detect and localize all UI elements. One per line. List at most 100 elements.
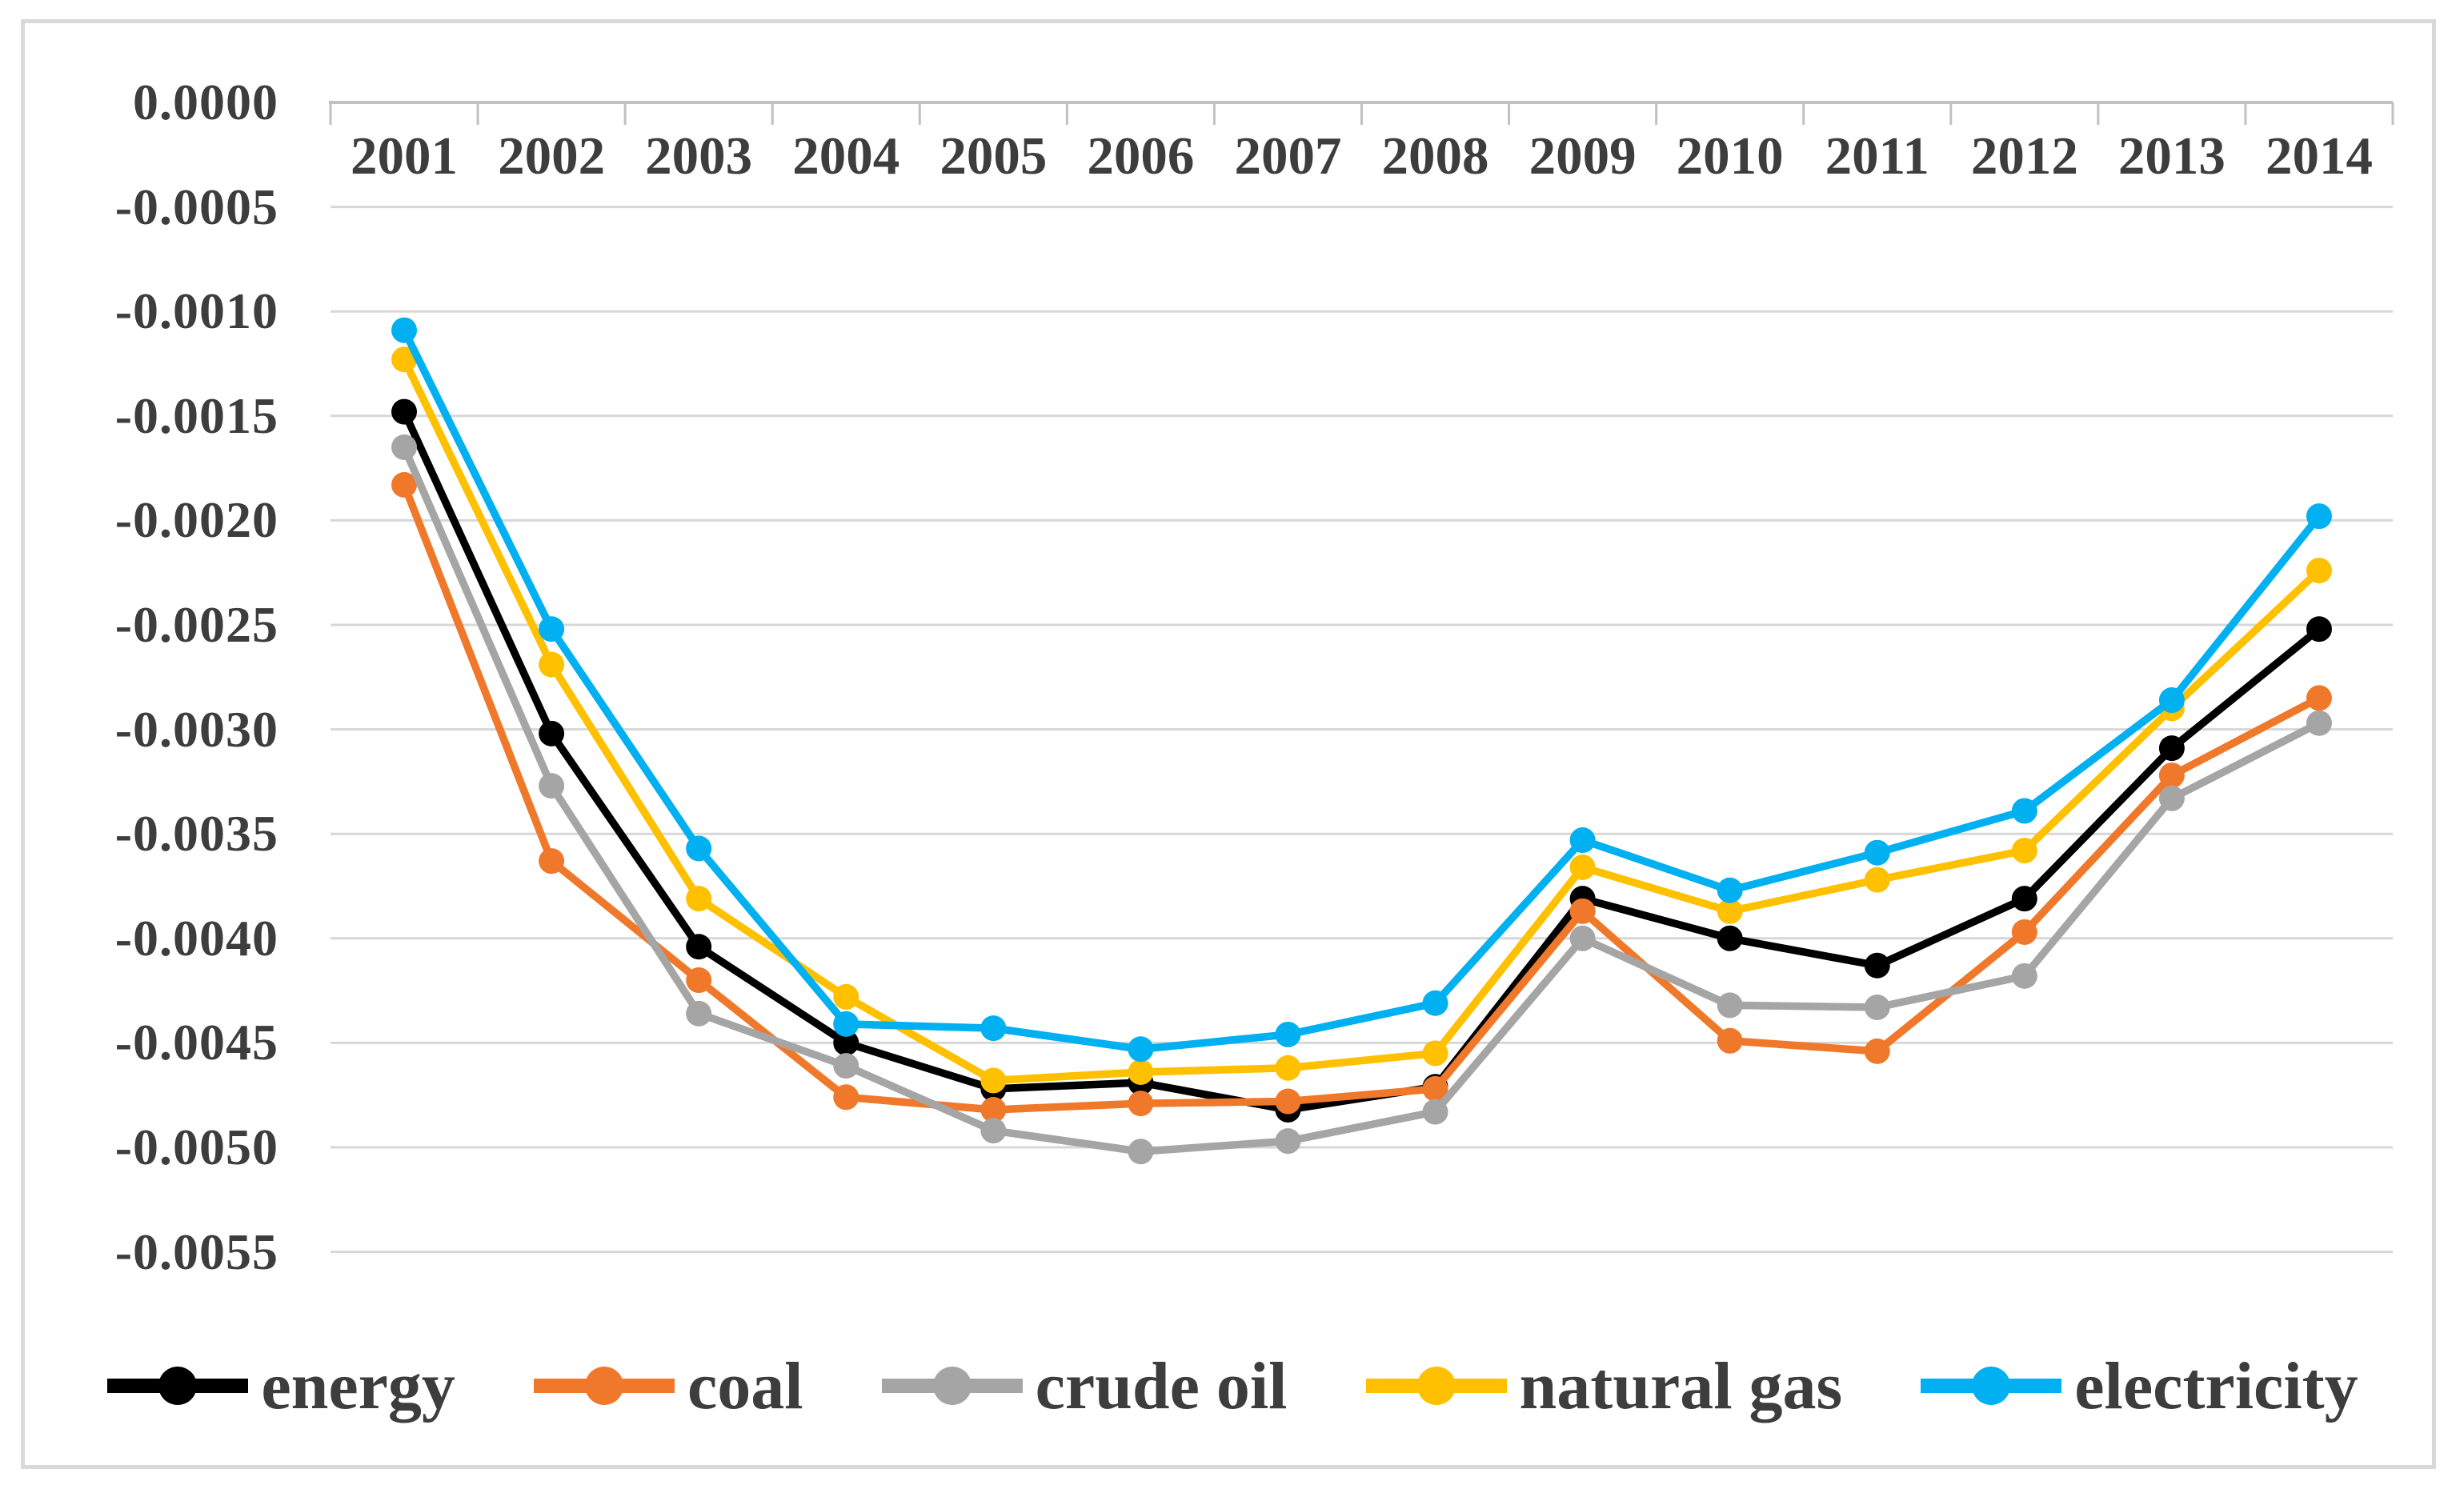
y-axis-label: -0.0020 bbox=[114, 491, 278, 549]
data-point-electricity-2013 bbox=[2158, 687, 2185, 714]
y-axis-label: -0.0030 bbox=[114, 700, 278, 758]
y-axis-label: -0.0015 bbox=[114, 386, 278, 444]
legend-marker-icon bbox=[533, 1367, 675, 1405]
y-axis-label: -0.0005 bbox=[114, 178, 278, 235]
data-point-natural-gas-2007 bbox=[1275, 1055, 1301, 1081]
data-point-electricity-2008 bbox=[1422, 990, 1448, 1016]
y-axis-label: -0.0055 bbox=[114, 1223, 278, 1280]
data-point-natural-gas-2005 bbox=[980, 1067, 1007, 1094]
data-point-electricity-2009 bbox=[1569, 827, 1596, 854]
data-point-crude-oil-2012 bbox=[2011, 963, 2037, 989]
data-point-natural-gas-2001 bbox=[391, 346, 418, 373]
data-point-crude-oil-2010 bbox=[1717, 992, 1743, 1019]
data-point-energy-2002 bbox=[539, 720, 565, 746]
data-point-crude-oil-2005 bbox=[980, 1118, 1007, 1144]
legend-item-crude-oil: crude oil bbox=[880, 1347, 1288, 1425]
data-point-electricity-2011 bbox=[1864, 839, 1890, 866]
data-point-natural-gas-2004 bbox=[833, 983, 859, 1010]
y-axis-label: -0.0035 bbox=[114, 805, 278, 863]
legend-item-energy: energy bbox=[106, 1347, 455, 1425]
data-point-energy-2012 bbox=[2011, 886, 2037, 912]
data-point-crude-oil-2004 bbox=[833, 1053, 859, 1079]
data-point-energy-2001 bbox=[391, 398, 418, 425]
x-axis-label: 2002 bbox=[498, 126, 606, 186]
series-line-electricity bbox=[400, 326, 2323, 1053]
y-axis-label: -0.0010 bbox=[114, 282, 278, 340]
legend-item-electricity: electricity bbox=[1919, 1347, 2358, 1425]
data-point-coal-2010 bbox=[1717, 1027, 1743, 1054]
data-point-natural-gas-2008 bbox=[1422, 1040, 1448, 1067]
data-point-coal-2005 bbox=[980, 1096, 1007, 1123]
data-point-energy-2011 bbox=[1864, 952, 1890, 979]
legend-marker-icon bbox=[1921, 1367, 2062, 1405]
legend-marker-icon bbox=[881, 1367, 1023, 1405]
data-point-energy-2003 bbox=[686, 934, 712, 960]
x-axis-label: 2008 bbox=[1381, 126, 1489, 186]
x-axis-label: 2006 bbox=[1087, 126, 1195, 186]
data-point-crude-oil-2002 bbox=[539, 773, 565, 799]
data-point-coal-2009 bbox=[1569, 898, 1596, 924]
data-point-natural-gas-2003 bbox=[686, 886, 712, 912]
data-point-energy-2014 bbox=[2306, 616, 2332, 642]
x-axis-label: 2005 bbox=[940, 126, 1048, 186]
data-point-energy-2010 bbox=[1717, 925, 1743, 951]
data-point-crude-oil-2014 bbox=[2306, 710, 2332, 736]
data-point-natural-gas-2002 bbox=[539, 651, 565, 678]
legend-marker-icon bbox=[107, 1367, 249, 1405]
data-point-crude-oil-2007 bbox=[1275, 1128, 1301, 1155]
x-axis-label: 2011 bbox=[1825, 126, 1929, 186]
data-point-coal-2001 bbox=[391, 471, 418, 498]
y-axis-label: -0.0045 bbox=[114, 1014, 278, 1071]
data-point-electricity-2005 bbox=[980, 1015, 1007, 1042]
data-point-crude-oil-2006 bbox=[1128, 1139, 1154, 1165]
data-point-electricity-2004 bbox=[833, 1011, 859, 1037]
data-point-natural-gas-2009 bbox=[1569, 854, 1596, 880]
data-point-coal-2004 bbox=[833, 1084, 859, 1111]
data-point-crude-oil-2009 bbox=[1569, 925, 1596, 951]
x-axis-label: 2010 bbox=[1676, 126, 1784, 186]
data-point-coal-2014 bbox=[2306, 685, 2332, 711]
data-point-coal-2008 bbox=[1422, 1075, 1448, 1102]
x-axis-label: 2012 bbox=[1970, 126, 2078, 186]
data-point-electricity-2003 bbox=[686, 835, 712, 862]
x-axis-label: 2007 bbox=[1234, 126, 1342, 186]
legend-label: natural gas bbox=[1519, 1348, 1843, 1423]
x-axis-label: 2013 bbox=[2117, 126, 2226, 186]
data-point-coal-2006 bbox=[1128, 1091, 1154, 1117]
legend-label: crude oil bbox=[1035, 1348, 1288, 1423]
data-point-natural-gas-2010 bbox=[1717, 898, 1743, 924]
data-point-coal-2011 bbox=[1864, 1038, 1890, 1064]
data-point-electricity-2001 bbox=[391, 317, 418, 343]
series-line-coal bbox=[400, 481, 2323, 1114]
y-axis-label: -0.0050 bbox=[114, 1119, 278, 1175]
data-point-natural-gas-2011 bbox=[1864, 867, 1890, 893]
series-line-crude-oil bbox=[400, 443, 2323, 1155]
data-point-coal-2012 bbox=[2011, 919, 2037, 945]
data-point-natural-gas-2012 bbox=[2011, 838, 2037, 864]
data-point-natural-gas-2014 bbox=[2306, 558, 2332, 584]
legend-label: energy bbox=[261, 1348, 455, 1423]
legend-item-natural-gas: natural gas bbox=[1364, 1347, 1843, 1425]
data-point-crude-oil-2011 bbox=[1864, 994, 1890, 1020]
legend-marker-icon bbox=[1365, 1367, 1507, 1405]
data-point-crude-oil-2013 bbox=[2158, 785, 2185, 811]
data-point-coal-2007 bbox=[1275, 1088, 1301, 1115]
data-point-electricity-2014 bbox=[2306, 503, 2332, 530]
legend-label: electricity bbox=[2074, 1348, 2358, 1423]
data-point-electricity-2006 bbox=[1128, 1036, 1154, 1063]
data-point-coal-2013 bbox=[2158, 763, 2185, 789]
legend-item-coal: coal bbox=[532, 1347, 803, 1425]
data-point-energy-2013 bbox=[2158, 735, 2185, 762]
y-axis-label: -0.0025 bbox=[114, 596, 278, 653]
data-point-electricity-2007 bbox=[1275, 1021, 1301, 1047]
data-point-natural-gas-2006 bbox=[1128, 1059, 1154, 1085]
x-axis-label: 2014 bbox=[2265, 126, 2373, 186]
data-point-coal-2002 bbox=[539, 848, 565, 875]
series-line-natural-gas bbox=[400, 355, 2323, 1085]
data-point-electricity-2012 bbox=[2011, 798, 2037, 824]
figure-border bbox=[21, 19, 2436, 1469]
data-point-coal-2003 bbox=[686, 967, 712, 994]
data-point-energy-2004 bbox=[833, 1030, 859, 1056]
chart-legend: energy coal crude oil natural gas electricit… bbox=[48, 1322, 2416, 1450]
